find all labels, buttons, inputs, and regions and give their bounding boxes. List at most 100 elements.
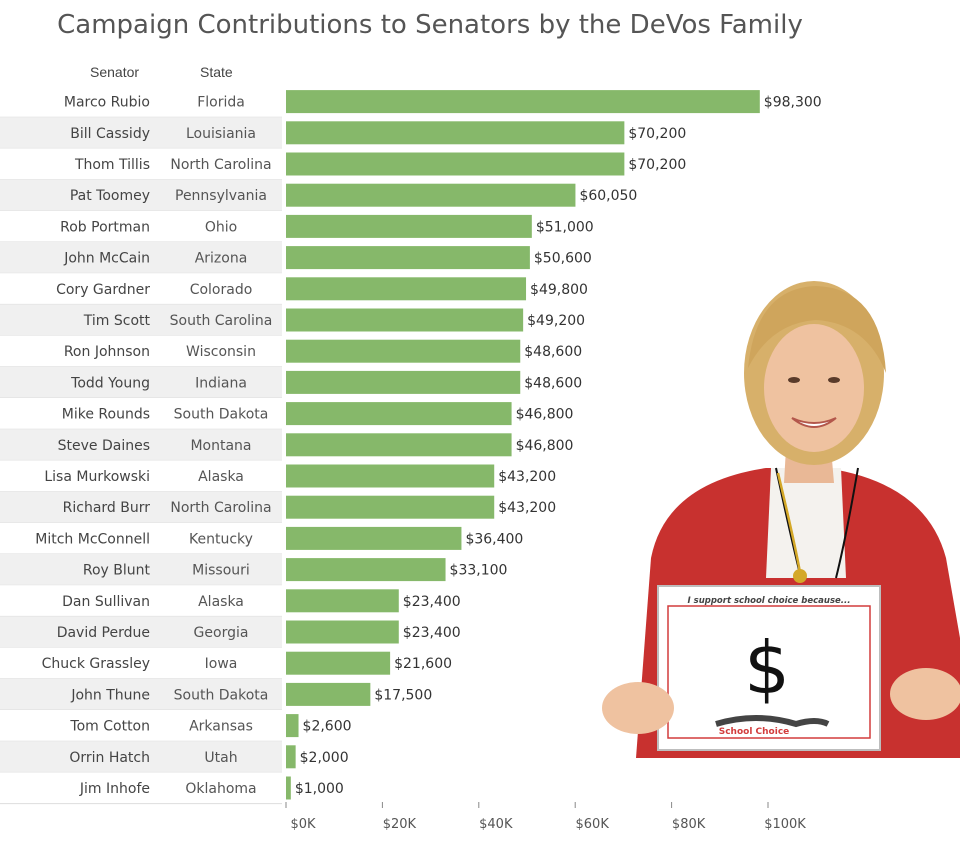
senator-name: Chuck Grassley [42,656,150,672]
senator-name: Ron Johnson [64,344,150,360]
bar-value-label: $70,200 [628,157,686,173]
senator-name: Roy Blunt [83,563,151,579]
bar-value-label: $43,200 [498,469,556,485]
state-name: Kentucky [189,531,253,547]
senator-name: John McCain [63,251,150,267]
bar [286,121,625,145]
state-name: Florida [197,95,245,111]
dollar-sign-symbol: $ [744,626,790,710]
senator-name: Steve Daines [58,438,150,454]
bar-value-label: $51,000 [536,219,594,235]
bar-value-label: $46,800 [516,438,574,454]
row-band [0,242,282,274]
row-band [0,710,282,742]
bar-value-label: $21,600 [394,656,452,672]
senator-name: Dan Sullivan [62,594,150,610]
bar [286,714,299,738]
bar [286,90,760,114]
bar [286,339,521,363]
state-name: Indiana [195,375,247,391]
row-band [0,522,282,554]
row-band [0,678,282,710]
state-name: Pennsylvania [175,188,267,204]
x-tick-label: $80K [672,817,706,832]
bar-value-label: $98,300 [764,95,822,111]
sign-logo-text: School Choice [719,727,790,737]
x-tick-label: $60K [576,817,610,832]
state-name: Utah [204,750,237,766]
bar [286,620,399,644]
row-band [0,398,282,430]
senator-name: Mitch McConnell [35,531,150,547]
bar [286,558,446,582]
bar [286,152,625,176]
bar [286,402,512,426]
senator-name: Richard Burr [63,500,151,516]
state-name: Alaska [198,469,244,485]
state-name: Iowa [205,656,238,672]
photo-woman-holding-sign: I support school choice because... $ Sch… [602,281,960,758]
row-band [0,772,282,804]
bar-value-label: $2,000 [300,750,349,766]
row-band [0,210,282,242]
bar-value-label: $36,400 [465,531,523,547]
x-tick-label: $20K [383,817,417,832]
senator-name: Orrin Hatch [69,750,150,766]
state-name: South Carolina [170,313,273,329]
bar-value-label: $49,800 [530,282,588,298]
bar [286,308,524,332]
row-band [0,554,282,586]
bar [286,682,371,706]
row-band [0,366,282,398]
state-name: Wisconsin [186,344,256,360]
row-band [0,460,282,492]
bar-value-label: $50,600 [534,251,592,267]
bar-value-label: $23,400 [403,625,461,641]
senator-name: Marco Rubio [64,95,150,111]
senator-name: Rob Portman [60,219,150,235]
state-name: Arizona [195,251,248,267]
senator-name: Lisa Murkowski [44,469,150,485]
row-band [0,585,282,617]
row-band [0,86,282,118]
bar-value-label: $46,800 [516,407,574,423]
bar [286,277,527,301]
state-name: North Carolina [170,157,271,173]
bar [286,433,512,457]
bar-value-label: $43,200 [498,500,556,516]
state-name: Georgia [194,625,249,641]
bar-value-label: $33,100 [450,563,508,579]
bar [286,776,291,800]
bar-value-label: $48,600 [524,375,582,391]
senator-name: David Perdue [57,625,150,641]
row-band [0,117,282,149]
row-band [0,304,282,336]
row-band [0,273,282,305]
senator-name: Pat Toomey [70,188,150,204]
sign-caption: I support school choice because... [688,596,851,606]
bar [286,495,495,519]
bar [286,246,530,270]
senator-name: Todd Young [70,375,150,391]
row-band [0,616,282,648]
bar [286,526,462,550]
bar [286,745,296,769]
state-column-header: State [200,64,233,80]
state-name: Louisiania [186,126,256,142]
bar [286,183,576,207]
row-band [0,179,282,211]
chart-title: Campaign Contributions to Senators by th… [57,10,803,40]
senator-name: Mike Rounds [62,407,150,423]
state-name: Montana [190,438,251,454]
state-name: Ohio [205,219,237,235]
state-name: Arkansas [189,719,253,735]
state-name: Colorado [190,282,253,298]
x-tick-label: $100K [764,817,806,832]
bar-value-label: $2,600 [303,719,352,735]
senator-name: John Thune [70,687,150,703]
state-name: North Carolina [170,500,271,516]
bar [286,651,391,675]
state-name: South Dakota [174,687,269,703]
senator-name: Tom Cotton [69,719,150,735]
row-band [0,741,282,773]
